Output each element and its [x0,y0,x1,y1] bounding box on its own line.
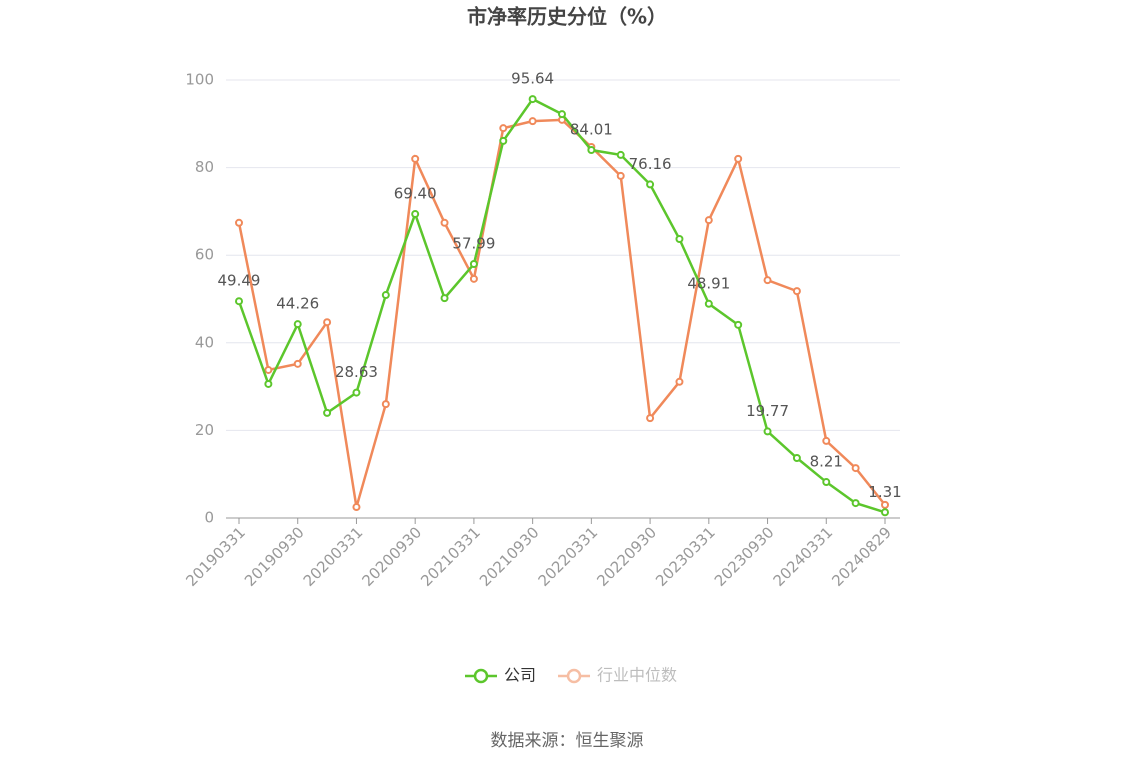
point [323,318,332,327]
legend-marker [473,668,489,684]
point [469,274,478,283]
point [528,117,537,126]
y-tick-label: 60 [195,246,214,264]
point [558,110,566,119]
x-tick-label: 20230331 [652,523,719,590]
point [851,464,860,473]
point [293,320,302,329]
point [381,400,390,409]
point [616,150,625,159]
point [323,408,332,417]
point [264,379,273,388]
point [734,320,743,329]
point [881,508,889,517]
point [264,365,273,374]
point [440,294,449,303]
data-label: 84.01 [570,121,613,139]
point [411,154,420,163]
point [675,234,684,243]
point [822,436,831,445]
point [469,260,478,269]
chart-title: 市净率历史分位（%） [467,5,667,29]
point [411,210,420,219]
point [352,388,361,397]
point [763,427,772,436]
point [499,136,508,145]
data-label: 19.77 [746,402,789,420]
point [587,146,596,155]
point [646,180,655,189]
point [881,500,889,509]
point [235,297,243,306]
point [704,216,713,225]
y-tick-label: 20 [195,421,214,439]
data-label: 49.49 [218,272,261,290]
x-tick-label: 20220331 [535,523,602,590]
point [499,124,508,133]
legend-marker [566,668,582,684]
point [734,154,743,163]
point [792,453,801,462]
data-label: 28.63 [335,363,378,381]
x-tick-label: 20200331 [300,523,367,590]
point [704,299,713,308]
legend-item: 公司 [465,666,536,685]
data-label: 8.21 [810,453,843,471]
legend-label: 公司 [504,666,536,685]
y-tick-label: 100 [185,71,214,89]
data-label: 95.64 [511,70,554,88]
data-label: 76.16 [629,155,672,173]
data-label: 57.99 [452,235,495,253]
point [352,503,361,512]
point [293,359,302,368]
point [616,171,625,180]
x-tick-label: 20220930 [593,523,660,590]
legend-label: 行业中位数 [597,666,677,685]
data-label: 48.91 [687,274,730,292]
point [792,287,801,296]
x-tick-label: 20240331 [770,523,837,590]
x-tick-label: 20190930 [241,523,308,590]
point [851,499,860,508]
x-tick-label: 20190331 [182,523,249,590]
point [822,478,831,487]
data-label: 44.26 [276,295,319,313]
data-label: 1.31 [868,483,901,501]
legend-item: 行业中位数 [558,666,677,685]
source: 数据来源：恒生聚源 [491,731,644,751]
point [440,218,449,227]
x-tick-label: 20200930 [358,523,425,590]
x-tick-label: 20210331 [417,523,484,590]
x-tick-label: 20210930 [476,523,543,590]
point [763,276,772,285]
point [381,291,390,300]
y-tick-label: 80 [195,158,214,176]
point [235,218,243,227]
point [528,95,537,104]
point [675,377,684,386]
x-tick-label: 20240829 [828,523,895,590]
x-tick-label: 20230930 [711,523,778,590]
y-tick-label: 0 [204,509,214,527]
point [646,414,655,423]
data-label: 69.40 [394,185,437,203]
series-line [237,97,886,514]
y-tick-label: 40 [195,333,214,351]
